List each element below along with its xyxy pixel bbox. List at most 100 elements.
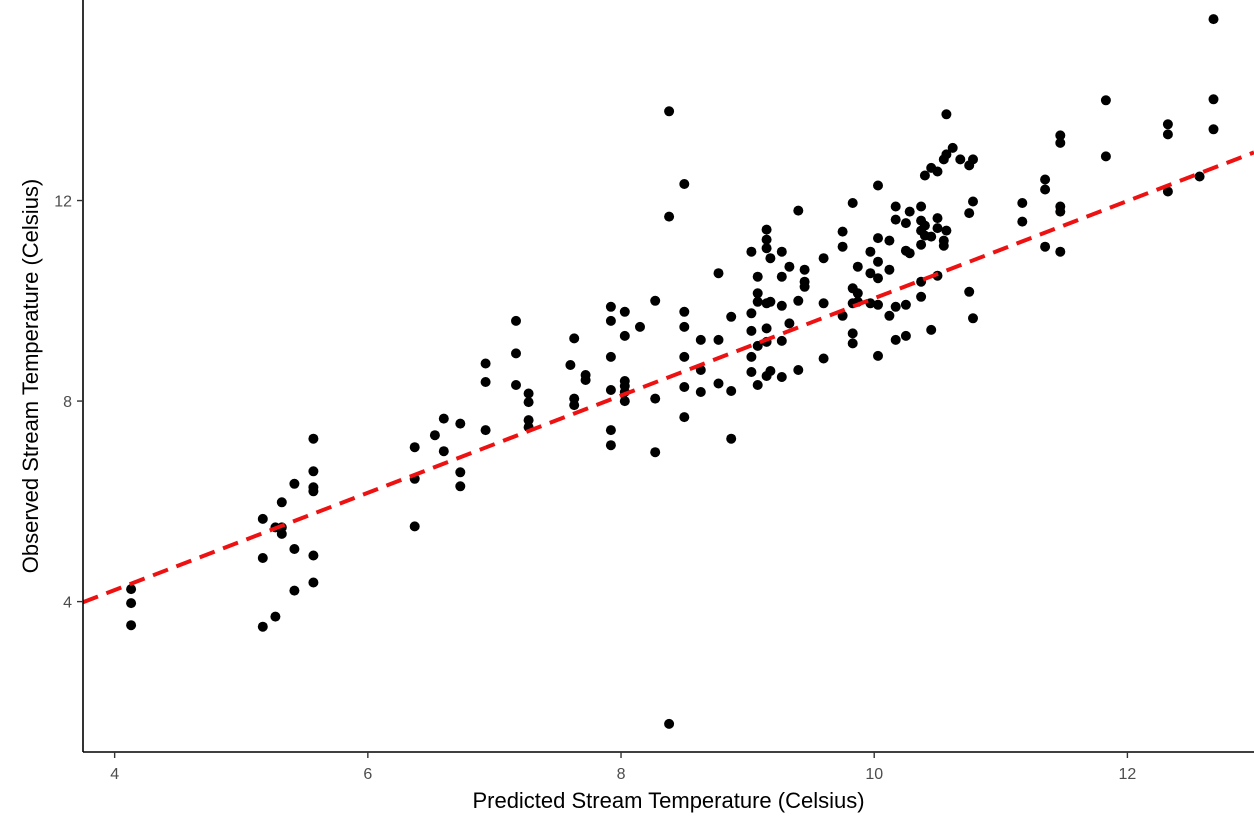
data-point [752,380,763,390]
data-point [916,291,927,302]
data-point [523,397,534,408]
data-point [126,584,137,595]
data-point [964,208,975,219]
data-point [926,231,937,242]
data-point [126,620,137,631]
data-point [257,553,268,563]
data-point [650,447,661,458]
data-point [605,425,616,436]
data-point [679,306,690,317]
data-point [1055,246,1066,257]
data-point [776,271,787,282]
data-point [1208,14,1219,25]
data-point [955,154,966,165]
data-point [1055,130,1066,141]
data-point [569,333,580,344]
data-point [1208,94,1219,105]
data-point [726,433,737,444]
data-point [884,235,895,246]
data-point [776,300,787,311]
data-point [511,315,521,326]
data-point [752,271,763,282]
data-point [873,273,883,284]
data-point [1040,241,1051,252]
data-point [580,375,591,385]
data-point [904,206,915,217]
data-point [664,211,675,222]
data-point [429,430,440,441]
data-point [932,166,943,177]
data-point [650,393,661,404]
data-point [1040,184,1051,195]
data-point [884,310,895,321]
x-tick-label: 10 [865,766,883,783]
data-point [695,387,706,397]
data-point [947,142,958,153]
data-point [852,288,863,299]
data-point [1162,186,1173,197]
axes-layer: 4 6 8 10 12 4 8 12 [54,0,1254,783]
data-point [257,513,268,524]
data-point [1194,171,1205,182]
data-point [679,179,690,189]
x-axis-title: Predicted Stream Temperature (Celsius) [472,788,864,813]
data-point [752,296,763,307]
data-point [635,321,645,332]
data-point [289,585,300,596]
y-tick-label: 12 [54,194,72,211]
data-point [409,442,420,453]
data-point [941,149,952,160]
data-point [776,246,787,257]
data-point [1100,151,1111,162]
data-point [308,433,319,444]
data-point [1100,95,1111,106]
data-point [619,396,630,407]
data-point [776,335,787,346]
data-point [523,415,534,426]
data-point [126,598,137,609]
data-point [409,521,420,532]
data-point [523,388,534,399]
data-point [1017,216,1028,227]
data-point [873,299,883,310]
data-point [916,239,927,250]
data-point [873,233,883,244]
data-point [308,577,319,588]
data-point [455,467,466,478]
data-point [873,256,883,267]
data-point [799,264,810,275]
data-point [605,351,616,362]
data-point [818,353,829,364]
data-point [865,268,876,279]
data-point [916,201,927,212]
data-point [818,298,829,309]
data-point [761,224,772,235]
data-point [455,481,466,492]
data-point [308,466,319,477]
data-point [650,295,661,306]
data-point [926,324,937,335]
data-point [605,385,616,395]
data-point [679,321,690,332]
data-point [1055,206,1066,217]
data-point [289,478,300,489]
data-point [847,328,858,339]
data-point [726,386,737,396]
data-point [713,268,724,279]
data-point [605,301,616,312]
data-point [270,611,281,622]
data-point [793,205,804,216]
data-point [276,528,287,539]
data-point [480,425,491,436]
data-point [619,306,630,317]
data-point [511,380,521,390]
data-point [890,301,901,312]
data-point [1208,124,1219,135]
data-point [890,334,901,345]
data-point [746,325,757,336]
data-point [308,486,319,497]
data-point [765,253,776,264]
data-point [784,261,795,272]
data-point [938,240,949,251]
